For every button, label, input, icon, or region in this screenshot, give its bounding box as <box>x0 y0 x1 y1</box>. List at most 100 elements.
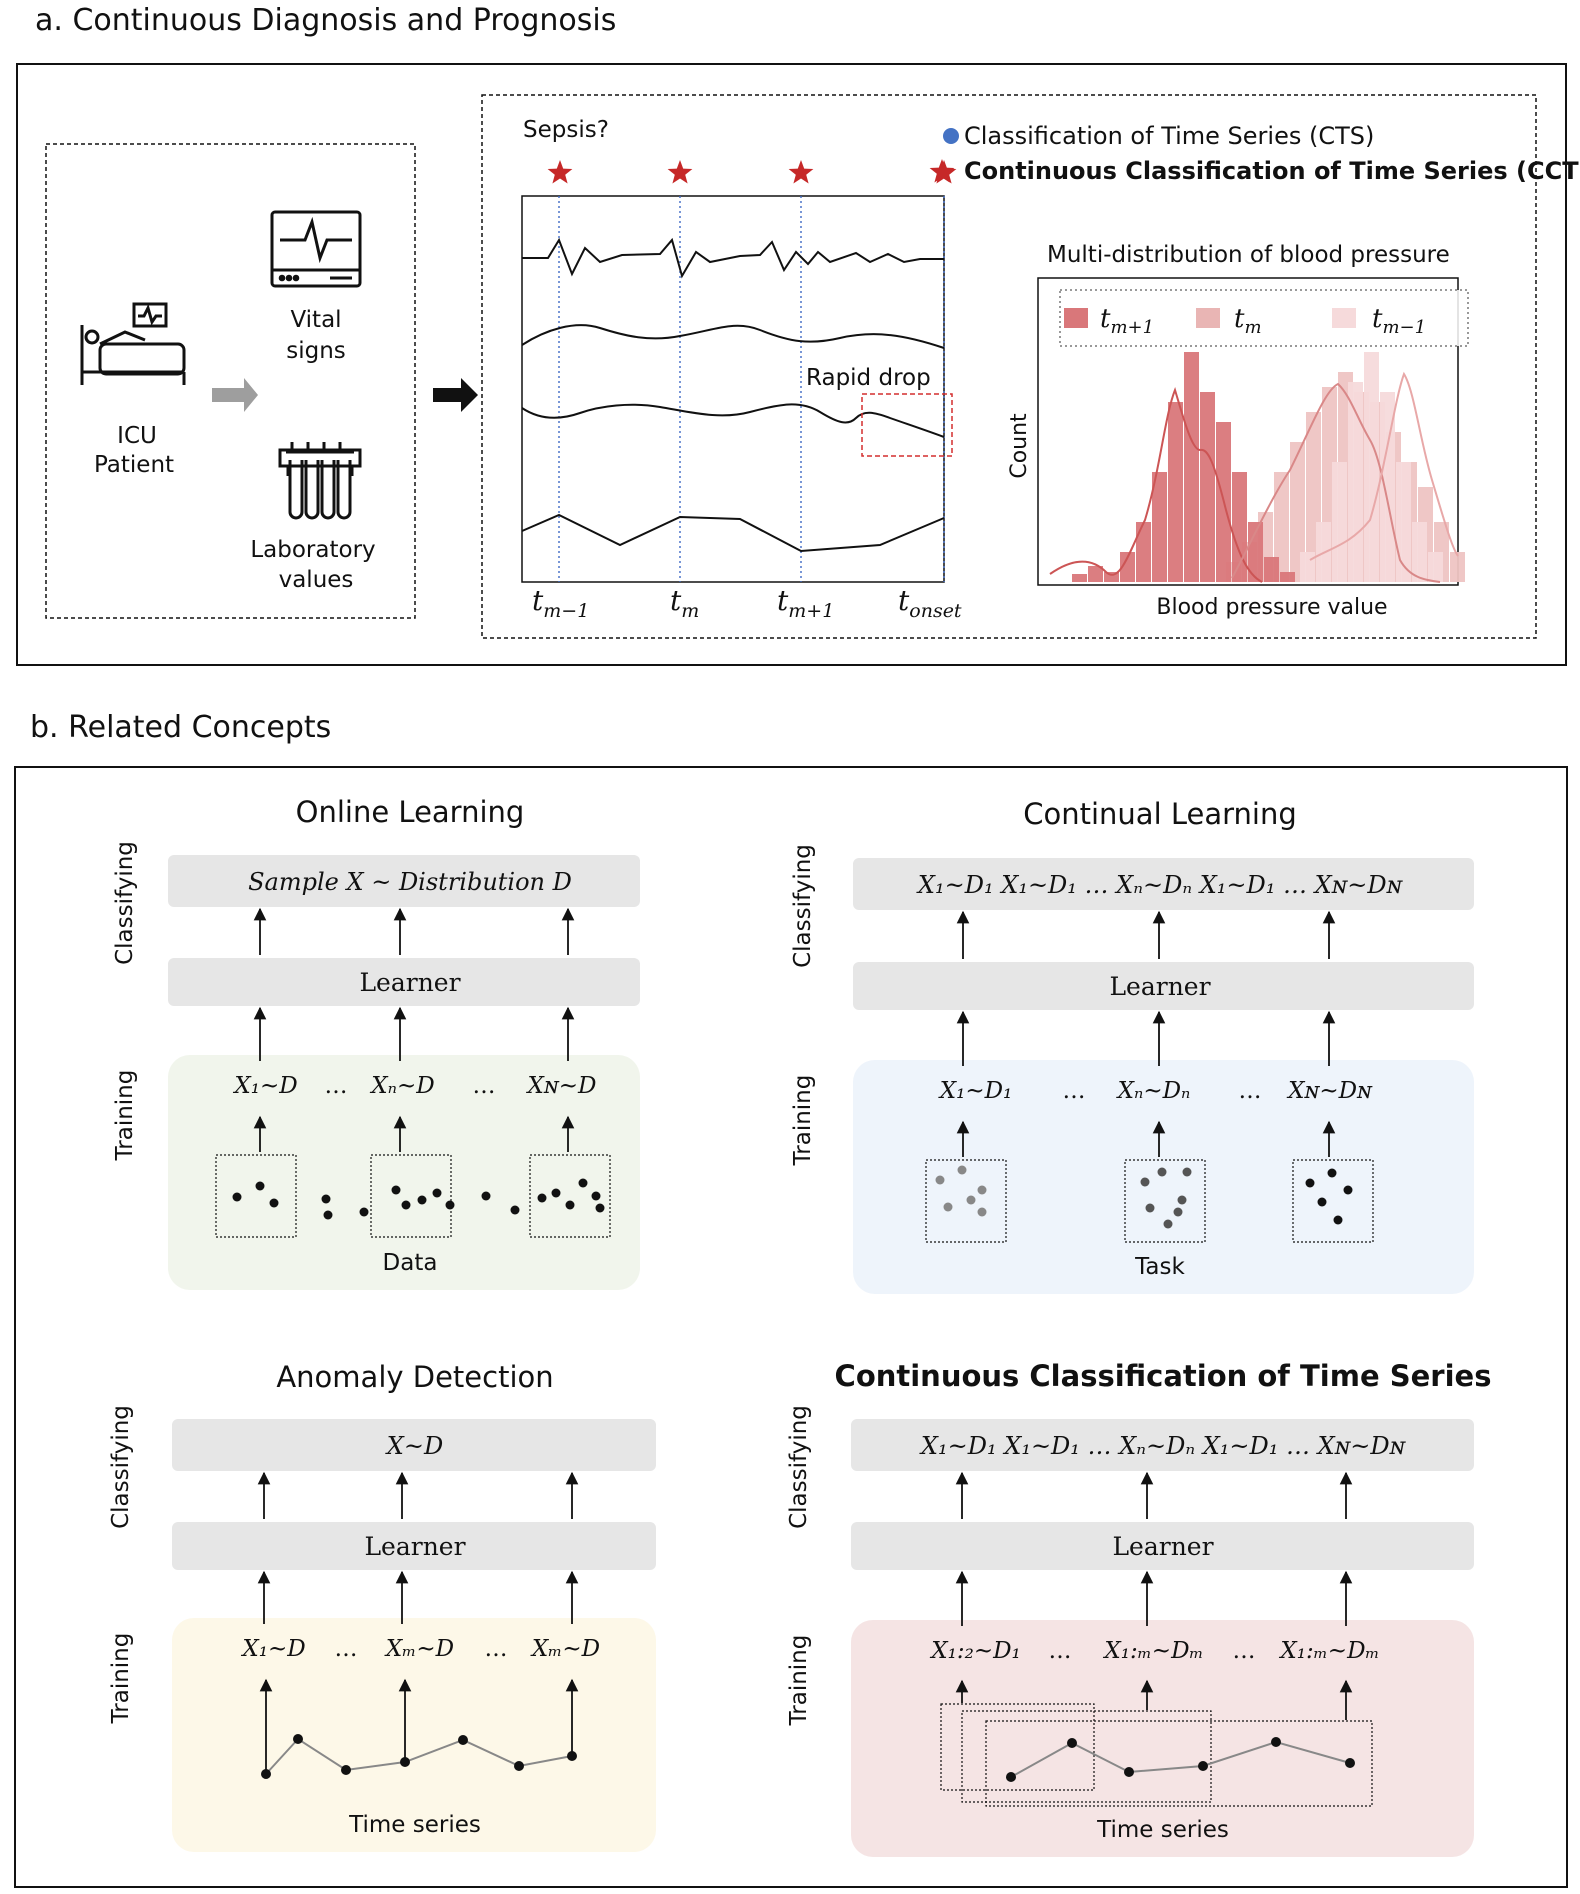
continual-task-point-16 <box>1317 1197 1327 1207</box>
vital-signal-lines <box>521 237 945 553</box>
icu-patient-label-1: ICU <box>117 423 157 449</box>
ccts-panel-footer: Time series <box>1096 1817 1229 1843</box>
online-data-point-2 <box>269 1198 279 1208</box>
online-learning-panel-axis-training: Training <box>112 1070 138 1162</box>
online-learning-panel-title: Online Learning <box>296 795 525 829</box>
continual-task-point-5 <box>977 1207 987 1217</box>
ccts-star-shape <box>929 159 955 183</box>
online-data-point-14 <box>551 1188 561 1198</box>
histogram-ylabel: Count <box>1007 413 1032 479</box>
lab-values-label-1: Laboratory <box>250 537 375 563</box>
continual-task-point-1 <box>957 1165 967 1175</box>
histogram-title: Multi-distribution of blood pressure <box>1047 242 1450 268</box>
online-data-point-8 <box>417 1195 427 1205</box>
ccts-panel: Continuous Classification of Time Series… <box>786 1359 1491 1857</box>
online-data-point-9 <box>432 1188 442 1198</box>
time-label-m: tm <box>670 584 699 622</box>
histogram-curves <box>1049 371 1459 583</box>
anomaly-detection-panel: Anomaly Detection Classifying Training X~D L… <box>108 1360 656 1852</box>
legend-label-m+1: tm+1 <box>1100 304 1154 338</box>
online-data-point-11 <box>481 1191 491 1201</box>
anomaly-series-point-5 <box>514 1761 524 1771</box>
tm-1-bar-6 <box>1396 462 1411 582</box>
online-data-box-1 <box>370 1154 452 1238</box>
online-learning-panel-footer: Data <box>383 1250 438 1276</box>
continual-learning-panel-sample-1: … <box>1063 1078 1086 1104</box>
vital-signs-label-1: Vital <box>290 307 341 333</box>
ccts-series-point-4 <box>1271 1737 1281 1747</box>
legend-swatch-m <box>1196 308 1220 328</box>
histogram-legend-box <box>1059 289 1469 347</box>
online-data-point-1 <box>255 1181 265 1191</box>
online-learning-panel-classify-bar <box>168 855 640 907</box>
ccts-panel-sample-0: X₁:₂~D₁ <box>929 1638 1021 1664</box>
online-data-point-10 <box>445 1200 455 1210</box>
sepsis-stars <box>547 160 957 184</box>
online-learning-panel: Online Learning Classifying Training Sample… <box>112 795 640 1290</box>
ccts-panel-learner-bar <box>851 1522 1474 1570</box>
online-data-point-7 <box>401 1200 411 1210</box>
online-learning-panel-sample-4: Xɴ~D <box>526 1073 597 1099</box>
tm+1-bar-4 <box>1136 522 1151 582</box>
continual-task-point-15 <box>1343 1185 1353 1195</box>
online-learning-panel-learner-bar <box>168 958 640 1006</box>
tm+1-bar-1 <box>1088 566 1103 582</box>
time-label-m-1: tm−1 <box>532 584 589 622</box>
continual-learning-panel-title: Continual Learning <box>1023 797 1297 831</box>
ccts-series-point-3 <box>1198 1761 1208 1771</box>
continual-task-box-2 <box>1292 1159 1374 1243</box>
ccts-panel-sample-1: … <box>1049 1638 1072 1664</box>
patient-box <box>45 143 416 619</box>
online-data-box-2 <box>529 1154 611 1238</box>
continual-task-point-6 <box>1140 1177 1150 1187</box>
ccts-window-0 <box>940 1703 1095 1791</box>
tm-bar-3 <box>1274 472 1289 582</box>
continual-learning-panel-axis-classifying: Classifying <box>790 844 816 968</box>
online-data-point-16 <box>578 1178 588 1188</box>
cts-legend-dot <box>943 128 959 144</box>
tm-1-bar-0 <box>1300 552 1315 582</box>
online-learning-panel-sample-0: X₁~D <box>232 1073 297 1099</box>
ccts-panel-title: Continuous Classification of Time Series <box>835 1359 1492 1393</box>
anomaly-series-point-1 <box>293 1734 303 1744</box>
anomaly-series-point-6 <box>567 1751 577 1761</box>
ccts-series-line <box>1010 1740 1351 1778</box>
tm+1-bar-6 <box>1168 402 1183 582</box>
ccts-legend-star <box>929 159 955 183</box>
anomaly-detection-panel-title: Anomaly Detection <box>276 1360 553 1394</box>
vitals-plot-frame <box>521 195 945 583</box>
rapid-drop-label: Rapid drop <box>806 365 931 391</box>
legend-swatch-m-1 <box>1332 308 1356 328</box>
online-data-point-4 <box>323 1210 333 1220</box>
continual-task-box-1 <box>1124 1159 1206 1243</box>
ccts-legend-label: Continuous Classification of Time Series… <box>964 157 1580 185</box>
sepsis-star-1 <box>667 160 693 184</box>
continual-learning-panel-classify-text: X₁~D₁ X₁~D₁ … Xₙ~Dₙ X₁~D₁ … Xɴ~Dɴ <box>916 871 1404 899</box>
histogram-xlabel: Blood pressure value <box>1156 595 1387 620</box>
tm+1-bar-13 <box>1280 572 1295 582</box>
sepsis-star-0 <box>547 160 573 184</box>
tm+1-bar-3 <box>1120 552 1135 582</box>
section-b-frame <box>14 766 1568 1888</box>
online-data-box-0 <box>215 1154 297 1238</box>
ccts-series-point-1 <box>1067 1738 1077 1748</box>
tm+1-bar-0 <box>1072 574 1087 582</box>
continual-task-point-11 <box>1163 1219 1173 1229</box>
tm-bar-14 <box>1450 552 1465 582</box>
tm+1-bar-12 <box>1264 557 1279 582</box>
time-label-onset: tonset <box>898 584 962 622</box>
continual-task-point-12 <box>1173 1207 1183 1217</box>
legend-label-m: tm <box>1234 304 1262 338</box>
tm-1-bar-7 <box>1412 522 1427 582</box>
rapid-drop-box <box>861 393 953 457</box>
online-data-point-17 <box>591 1191 601 1201</box>
online-learning-panel-axis-classifying: Classifying <box>112 841 138 965</box>
online-data-point-6 <box>391 1185 401 1195</box>
continual-learning-panel-footer: Task <box>1134 1254 1185 1280</box>
continual-task-point-3 <box>966 1195 976 1205</box>
online-learning-panel-sample-1: … <box>325 1073 348 1099</box>
concept-panels: Online Learning Classifying Training Sample… <box>108 795 1491 1857</box>
anomaly-detection-panel-learner-bar <box>172 1522 656 1570</box>
ccts-panel-learner-label: Learner <box>1112 1532 1213 1561</box>
ccts-panel-training-bg <box>851 1620 1474 1857</box>
